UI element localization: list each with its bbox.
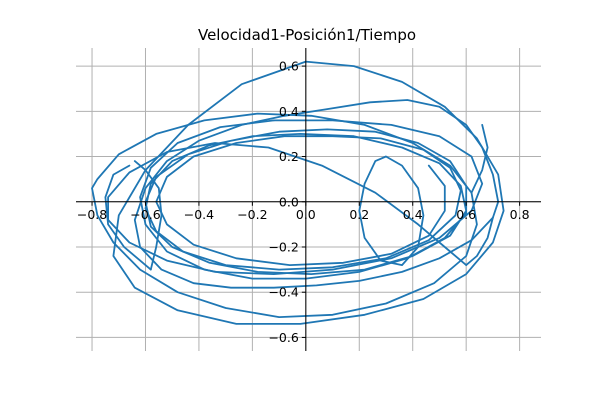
- x-tick-label: −0.2: [237, 207, 267, 222]
- x-tick-label: 0.2: [349, 207, 369, 222]
- y-tick-label: 0.4: [279, 104, 299, 119]
- y-tick-label: 0.6: [279, 59, 299, 74]
- y-tick-label: −0.2: [268, 239, 298, 254]
- series-line-6: [155, 135, 462, 271]
- x-tick-label: −0.6: [130, 207, 160, 222]
- axes: −0.8 −0.6 −0.4 −0.2 0.0 0.2 0.4 0.6 0.8 −0.6 −0.4 −…: [76, 48, 541, 351]
- x-tick-label: −0.4: [184, 207, 214, 222]
- x-tick-label: 0.0: [296, 207, 316, 222]
- series-line-2: [465, 216, 494, 266]
- chart-title: Velocidad1-Posición1/Tiempo: [198, 26, 416, 44]
- series-line-5: [139, 119, 468, 280]
- y-tick-label: 0.2: [279, 149, 299, 164]
- series-line-1: [133, 99, 500, 289]
- x-tick-label: 0.4: [403, 207, 423, 222]
- x-tick-label: 0.6: [456, 207, 476, 222]
- series-line-3: [107, 119, 484, 275]
- x-tick-label: −0.8: [77, 207, 107, 222]
- y-tick-label: −0.4: [268, 285, 298, 300]
- y-tick-label: 0.0: [279, 194, 299, 209]
- y-tick-label: −0.6: [268, 330, 298, 345]
- x-tick-label: 0.8: [510, 207, 530, 222]
- series-line-10: [112, 60, 505, 325]
- series-line-11: [470, 124, 489, 194]
- series-line-8: [104, 164, 152, 271]
